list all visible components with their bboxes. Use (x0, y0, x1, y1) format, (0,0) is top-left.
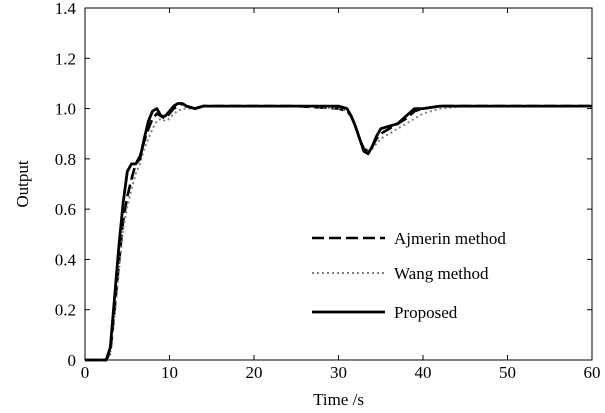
y-tick-label: 1.4 (55, 0, 77, 18)
legend-label: Ajmerin method (394, 229, 506, 248)
series-line-ajmerin-method (85, 104, 592, 361)
x-axis-label: Time /s (313, 390, 364, 409)
x-tick-label: 50 (499, 363, 516, 382)
series-line-proposed (85, 104, 592, 361)
y-tick-label: 1.2 (55, 49, 76, 68)
y-tick-label: 0 (68, 351, 77, 370)
x-tick-label: 0 (81, 363, 90, 382)
y-tick-label: 1.0 (55, 100, 76, 119)
x-tick-label: 60 (584, 363, 601, 382)
ticks-layer: 0 10 20 30 40 50 60 0 0.2 0.4 0.6 0.8 1.0 1.2 1.4 (55, 0, 601, 382)
plot-frame (85, 8, 592, 360)
y-tick-label: 0.2 (55, 301, 76, 320)
x-tick-label: 40 (415, 363, 432, 382)
legend-label: Proposed (394, 303, 458, 322)
x-tick-label: 10 (161, 363, 178, 382)
y-tick-label: 0.6 (55, 200, 76, 219)
x-tick-label: 20 (246, 363, 263, 382)
legend-label: Wang method (394, 264, 489, 283)
legend: Ajmerin method Wang method Proposed (312, 229, 506, 322)
x-tick-label: 30 (330, 363, 347, 382)
series-line-wang-method (85, 106, 592, 360)
y-tick-label: 0.4 (55, 250, 77, 269)
y-axis-label: Output (13, 160, 32, 208)
series-layer (85, 104, 592, 361)
y-tick-label: 0.8 (55, 150, 76, 169)
